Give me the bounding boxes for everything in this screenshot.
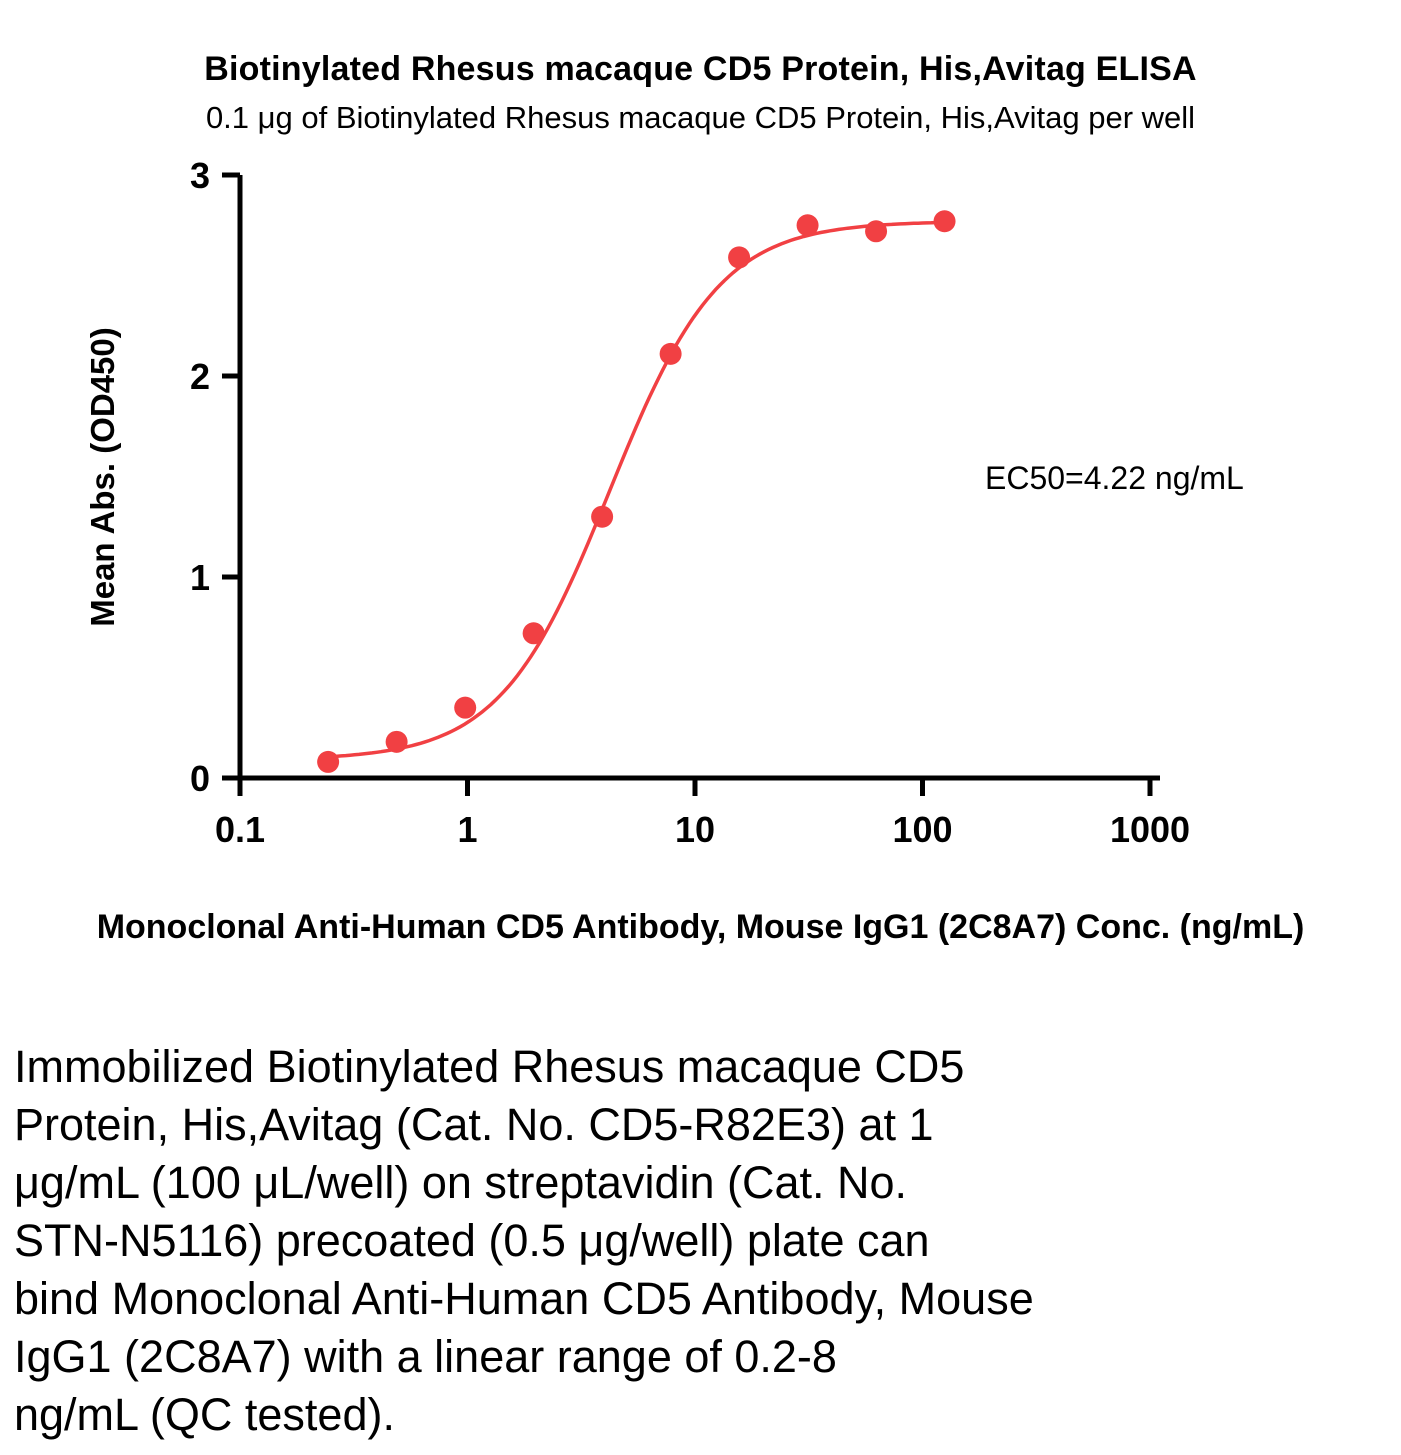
ec50-annotation: EC50=4.22 ng/mL	[985, 460, 1244, 496]
description-line: Protein, His,Avitag (Cat. No. CD5-R82E3)…	[14, 1099, 934, 1150]
y-tick-label: 2	[190, 356, 210, 397]
x-tick-label: 0.1	[215, 809, 265, 850]
data-point	[454, 696, 477, 719]
x-tick-label: 100	[892, 809, 952, 850]
y-tick-label: 1	[190, 557, 210, 598]
x-axis-label: Monoclonal Anti-Human CD5 Antibody, Mous…	[96, 908, 1305, 946]
data-point	[659, 342, 682, 365]
x-tick-label: 10	[675, 809, 715, 850]
y-tick-label: 3	[190, 155, 210, 196]
data-point	[591, 505, 614, 528]
description-line: μg/mL (100 μL/well) on streptavidin (Cat…	[14, 1157, 908, 1208]
data-point	[522, 622, 545, 645]
x-tick-label: 1	[457, 809, 477, 850]
description-line: STN-N5116) precoated (0.5 μg/well) plate…	[14, 1215, 930, 1266]
description-line: ng/mL (QC tested).	[14, 1389, 395, 1440]
y-axis-label: Mean Abs. (OD450)	[84, 327, 121, 627]
chart-subtitle: 0.1 μg of Biotinylated Rhesus macaque CD…	[205, 100, 1196, 135]
description-line: IgG1 (2C8A7) with a linear range of 0.2-…	[14, 1331, 837, 1382]
x-tick-label: 1000	[1110, 809, 1190, 850]
figure-description: Immobilized Biotinylated Rhesus macaque …	[14, 1038, 1394, 1444]
description-line: Immobilized Biotinylated Rhesus macaque …	[14, 1041, 965, 1092]
chart-title: Biotinylated Rhesus macaque CD5 Protein,…	[204, 50, 1197, 88]
data-point	[796, 214, 819, 237]
y-tick-label: 0	[190, 758, 210, 799]
elisa-dose-response-chart: 0 1 2 3 0.1 1 10 100 1000	[190, 155, 1190, 850]
data-point	[728, 246, 751, 269]
fit-curve	[328, 220, 945, 759]
description-line: bind Monoclonal Anti-Human CD5 Antibody,…	[14, 1273, 1034, 1324]
data-point	[865, 220, 888, 243]
data-point	[317, 750, 340, 773]
data-point	[385, 730, 408, 753]
plot-canvas: 0 1 2 3 0.1 1 10 100 1000	[190, 155, 1190, 850]
data-point	[933, 210, 956, 233]
